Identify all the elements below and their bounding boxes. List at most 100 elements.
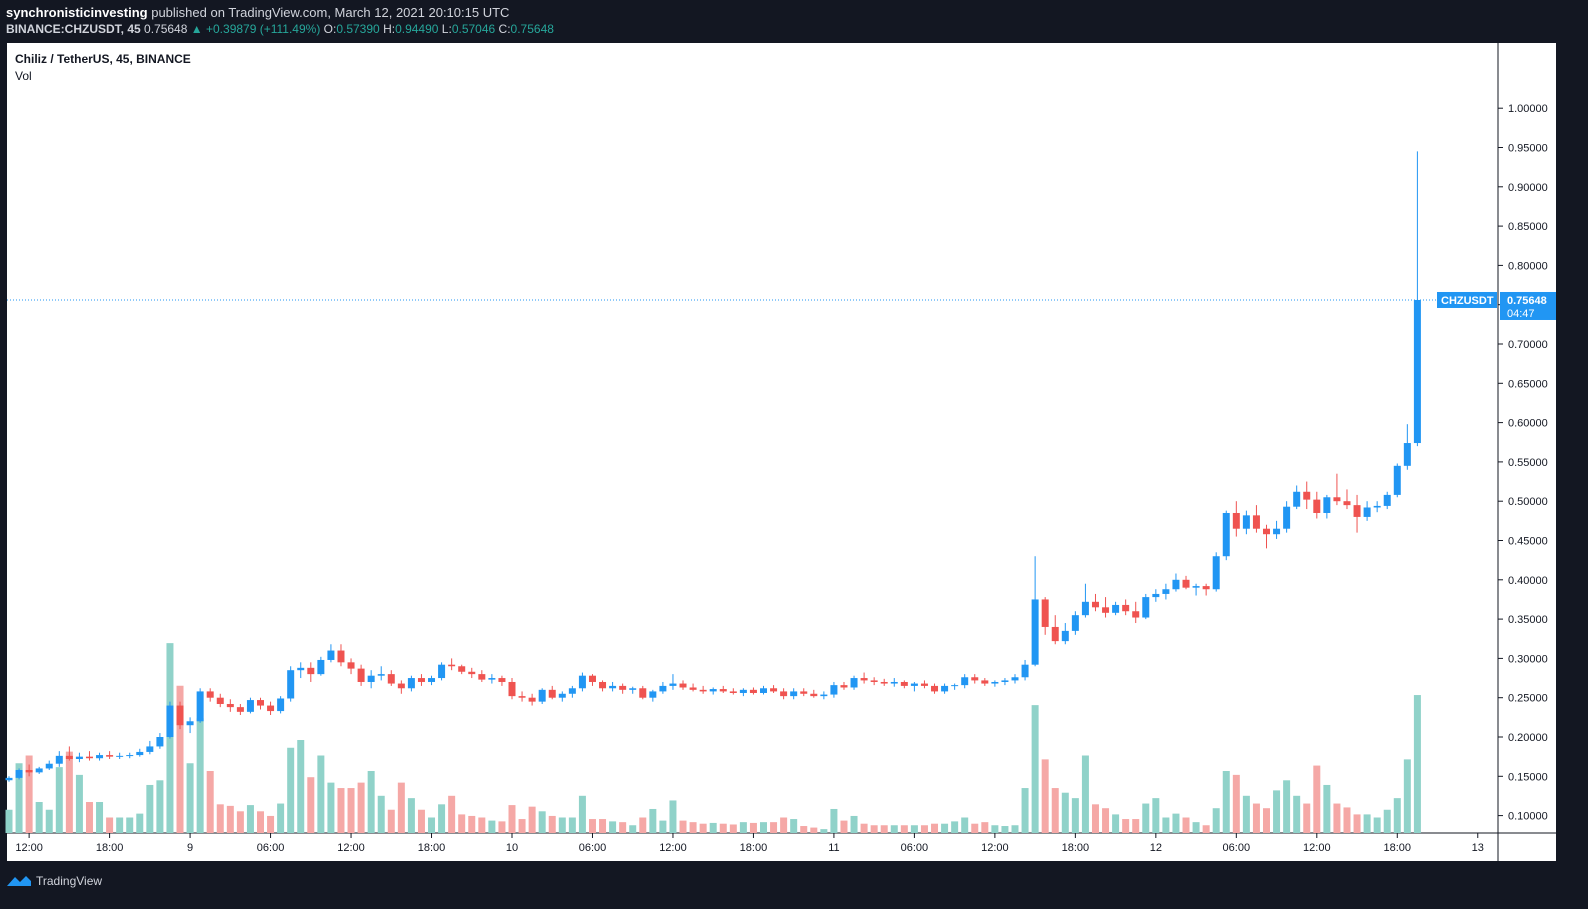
- candle[interactable]: [488, 674, 496, 684]
- candle[interactable]: [951, 683, 959, 690]
- candle[interactable]: [85, 751, 93, 761]
- candle[interactable]: [790, 688, 798, 700]
- candle[interactable]: [890, 678, 898, 687]
- candle[interactable]: [96, 752, 104, 761]
- candle[interactable]: [1152, 589, 1160, 602]
- candle[interactable]: [407, 675, 415, 692]
- candle[interactable]: [106, 751, 114, 760]
- candle[interactable]: [347, 658, 355, 675]
- candle[interactable]: [910, 681, 918, 692]
- candle[interactable]: [1293, 485, 1301, 510]
- candle[interactable]: [1021, 659, 1029, 681]
- candle-series[interactable]: [5, 151, 1421, 782]
- candle[interactable]: [216, 693, 224, 708]
- candle[interactable]: [1222, 510, 1230, 561]
- candle[interactable]: [357, 664, 365, 686]
- candle[interactable]: [1172, 573, 1180, 592]
- candle[interactable]: [136, 748, 144, 757]
- candle[interactable]: [931, 683, 939, 694]
- candle[interactable]: [307, 662, 315, 682]
- candle[interactable]: [15, 768, 23, 780]
- candle[interactable]: [65, 746, 73, 761]
- candle[interactable]: [830, 681, 838, 698]
- candle[interactable]: [287, 666, 295, 702]
- candle[interactable]: [1182, 575, 1190, 590]
- candle[interactable]: [1081, 583, 1089, 618]
- chart-pane[interactable]: [7, 43, 1556, 861]
- candle[interactable]: [1303, 481, 1311, 510]
- candle[interactable]: [870, 677, 878, 686]
- candle[interactable]: [35, 766, 43, 774]
- candle[interactable]: [1263, 524, 1270, 549]
- candle[interactable]: [1383, 491, 1391, 510]
- candle[interactable]: [880, 678, 888, 686]
- candle[interactable]: [588, 674, 596, 686]
- candle[interactable]: [116, 752, 124, 760]
- candle[interactable]: [1102, 597, 1110, 618]
- candle[interactable]: [196, 688, 204, 723]
- candle[interactable]: [810, 689, 818, 698]
- candle[interactable]: [1071, 611, 1079, 635]
- candle[interactable]: [25, 764, 33, 777]
- candle[interactable]: [236, 703, 244, 715]
- candle[interactable]: [558, 691, 566, 702]
- candle[interactable]: [699, 685, 707, 694]
- candle[interactable]: [599, 680, 607, 692]
- candle[interactable]: [780, 688, 788, 700]
- candle[interactable]: [820, 691, 828, 700]
- candle[interactable]: [176, 701, 184, 730]
- candle[interactable]: [1273, 520, 1281, 539]
- publisher-name[interactable]: synchronisticinvesting: [6, 5, 148, 20]
- candle[interactable]: [991, 680, 999, 687]
- time-axis[interactable]: 12:00 18:00 9 06:00 12:00 18:00 10 06:00 12:00 18…: [15, 833, 1484, 854]
- candle[interactable]: [277, 696, 285, 714]
- candle[interactable]: [1091, 593, 1099, 612]
- candle[interactable]: [770, 685, 778, 693]
- candle[interactable]: [609, 681, 617, 692]
- candle[interactable]: [850, 675, 858, 690]
- candle[interactable]: [448, 658, 456, 671]
- candle[interactable]: [1242, 510, 1250, 535]
- candle[interactable]: [1413, 151, 1421, 447]
- candle[interactable]: [206, 688, 214, 702]
- candle[interactable]: [1112, 601, 1120, 616]
- candle[interactable]: [5, 776, 13, 782]
- candle[interactable]: [528, 693, 536, 706]
- candle[interactable]: [1142, 593, 1150, 620]
- candle[interactable]: [498, 675, 506, 686]
- candle[interactable]: [961, 674, 969, 689]
- candle[interactable]: [1162, 583, 1170, 600]
- candle[interactable]: [548, 685, 556, 700]
- candle[interactable]: [246, 697, 254, 714]
- candle[interactable]: [649, 689, 657, 702]
- candle[interactable]: [920, 680, 928, 689]
- candle[interactable]: [1132, 601, 1140, 624]
- candle[interactable]: [1283, 501, 1291, 533]
- candle[interactable]: [679, 680, 687, 690]
- candle[interactable]: [971, 674, 979, 684]
- candle[interactable]: [689, 683, 697, 692]
- candle[interactable]: [659, 681, 667, 694]
- candle[interactable]: [1202, 583, 1210, 596]
- candle[interactable]: [417, 674, 425, 686]
- candle[interactable]: [538, 688, 546, 704]
- candle[interactable]: [1323, 494, 1331, 519]
- candle[interactable]: [1041, 597, 1049, 635]
- candle[interactable]: [800, 688, 808, 697]
- candle[interactable]: [377, 666, 385, 681]
- candle[interactable]: [226, 699, 234, 712]
- candle[interactable]: [1393, 463, 1401, 498]
- candle[interactable]: [156, 733, 164, 749]
- candle[interactable]: [518, 691, 526, 702]
- candle[interactable]: [1373, 501, 1381, 513]
- candle[interactable]: [327, 644, 335, 663]
- candle[interactable]: [1001, 678, 1009, 686]
- candle[interactable]: [1212, 552, 1220, 592]
- candle[interactable]: [297, 662, 305, 679]
- candle[interactable]: [397, 680, 405, 694]
- candle[interactable]: [387, 670, 395, 686]
- candle[interactable]: [337, 644, 345, 667]
- candle[interactable]: [568, 685, 576, 698]
- candle[interactable]: [367, 670, 375, 689]
- candle[interactable]: [749, 687, 757, 695]
